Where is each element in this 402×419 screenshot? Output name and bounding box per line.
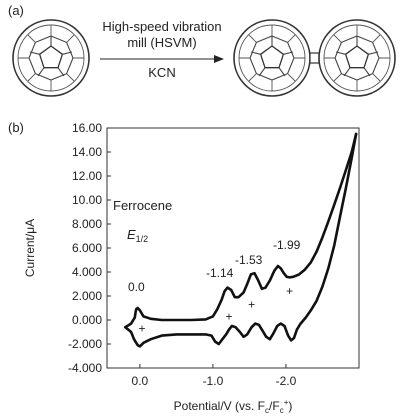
y-axis-label: Current/μA xyxy=(23,219,37,277)
x-tick-label: 0.0 xyxy=(132,374,149,388)
panel-a-label: (a) xyxy=(8,3,24,18)
c60-molecule-icon xyxy=(12,19,90,97)
y-tick-label: 16.00 xyxy=(72,121,102,135)
dimer-bridge-icon xyxy=(309,52,320,64)
e-half-marker: + xyxy=(139,321,146,335)
c60-dimer-left-icon xyxy=(233,19,311,97)
peak-label-1: -1.14 xyxy=(206,266,234,280)
peak-label-3: -1.99 xyxy=(273,238,301,252)
annotation-e-half: E1/2 xyxy=(127,227,148,244)
e-half-marker: + xyxy=(286,284,293,298)
cv-trace-reverse xyxy=(124,132,358,348)
e-half-marker: + xyxy=(248,297,255,311)
y-tick-label: 10.00 xyxy=(72,193,102,207)
c60-dimer-right-icon xyxy=(318,19,396,97)
x-tick-label: -2.0 xyxy=(276,374,297,388)
x-tick-label: -1.0 xyxy=(203,374,224,388)
y-tick-label: -4.000 xyxy=(68,361,102,375)
reaction-reagent: KCN xyxy=(148,65,176,80)
y-tick-label: 14.00 xyxy=(72,145,102,159)
x-axis-label: Potential/V (vs. Fc/Fc+) xyxy=(174,398,293,415)
e-half-sub: 1/2 xyxy=(136,234,149,244)
reaction-condition-line2: mill (HSVM) xyxy=(127,35,197,50)
arrowhead-icon xyxy=(214,55,224,63)
annotation-ferrocene: Ferrocene xyxy=(113,198,172,213)
reaction-scheme xyxy=(12,19,396,97)
y-tick-label: 4.000 xyxy=(72,265,102,279)
cv-trace-forward xyxy=(124,132,358,329)
reaction-condition-line1: High-speed vibration xyxy=(102,19,222,34)
panel-b-label: (b) xyxy=(8,120,24,135)
y-tick-label: 6.000 xyxy=(72,241,102,255)
y-tick-label: 8.000 xyxy=(72,217,102,231)
e-half-main: E xyxy=(127,227,136,242)
y-tick-label: 12.00 xyxy=(72,169,102,183)
e-half-marker: + xyxy=(225,309,232,323)
peak-label-2: -1.53 xyxy=(235,253,263,267)
peak-label-0: 0.0 xyxy=(128,280,145,294)
y-tick-label: 0.000 xyxy=(72,313,102,327)
cv-chart: -4.000 -2.000 0.000 2.000 4.000 6.000 8.000 10.… xyxy=(23,121,360,415)
y-tick-label: 2.000 xyxy=(72,289,102,303)
y-tick-label: -2.000 xyxy=(68,337,102,351)
